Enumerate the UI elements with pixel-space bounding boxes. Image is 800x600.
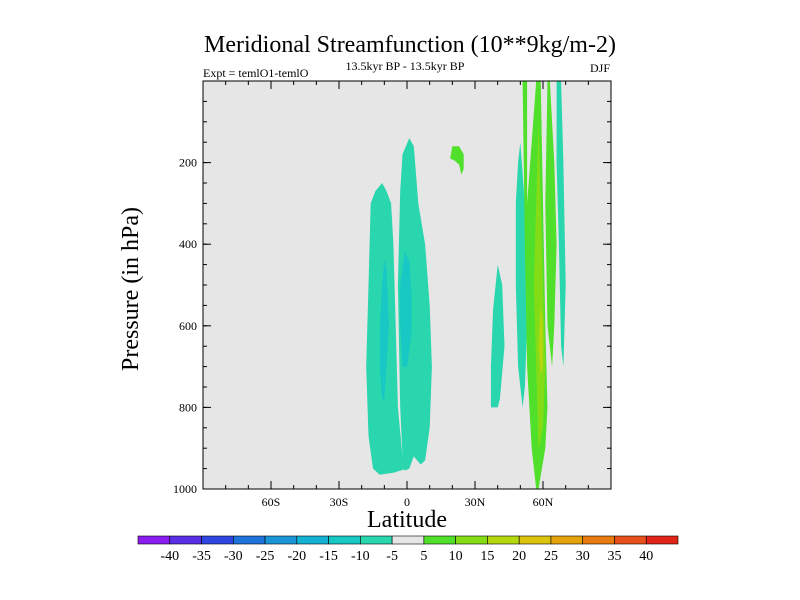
contour-region-tropical-cell-inner-west: [379, 260, 389, 400]
colorbar-label: -30: [224, 549, 243, 564]
colorbar-swatch: [232, 535, 266, 545]
colorbar-swatch: [614, 535, 647, 545]
chart-title: Meridional Streamfunction (10**9kg/m-2): [204, 32, 616, 58]
contour-region-polar-cell-green-east: [545, 81, 557, 367]
contour-region-tropical-cell-outer-east: [397, 138, 432, 471]
contour-region-polar-cell-cyan-east: [556, 81, 566, 367]
contour-region-subtropical-cell-20n: [450, 146, 464, 175]
colorbar-label: 40: [639, 549, 653, 564]
colorbar-label: 20: [512, 549, 526, 564]
contour-region-tropical-cell-inner-east: [400, 252, 412, 367]
colorbar-label: -15: [319, 549, 338, 564]
colorbar-swatch: [455, 535, 488, 545]
x-axis-label: Latitude: [367, 507, 447, 533]
x-tick-label: 30S: [330, 495, 349, 509]
colorbar-label: -10: [351, 549, 370, 564]
colorbar-swatch: [423, 535, 456, 545]
chart-subtitle-left: Expt = temlO1-temlO: [203, 66, 309, 80]
colorbar-swatch: [550, 535, 584, 545]
colorbar-label: 25: [544, 549, 558, 564]
y-tick-label: 800: [179, 400, 197, 414]
chart-subtitle-right: DJF: [590, 61, 610, 75]
contour-region-midlat-cell-40n: [490, 264, 505, 408]
colorbar-label: 30: [576, 549, 590, 564]
colorbar-label: -35: [192, 549, 211, 564]
colorbar-label: -5: [386, 549, 398, 564]
colorbar-label: 15: [480, 549, 494, 564]
x-tick-label: 0: [404, 495, 410, 509]
colorbar: -40 -35 -30 -25 -20 -15 -10 -5 5 10 15 20 25 30 35 40: [137, 535, 679, 564]
colorbar-swatch: [169, 535, 202, 545]
y-tick-label: 400: [179, 237, 197, 251]
contour-region-midlat-cell-50n: [515, 142, 528, 408]
colorbar-label: -25: [256, 549, 275, 564]
colorbar-swatch: [201, 535, 234, 545]
chart-subtitle-center: 13.5kyr BP - 13.5kyr BP: [346, 59, 465, 73]
colorbar-swatch: [264, 535, 298, 545]
colorbar-swatch: [518, 535, 552, 545]
colorbar-label: 5: [420, 549, 427, 564]
colorbar-swatch: [296, 535, 329, 545]
colorbar-swatch: [487, 535, 520, 545]
y-tick-label: 600: [179, 319, 197, 333]
colorbar-swatch: [582, 535, 615, 545]
y-tick-label: 1000: [173, 482, 197, 496]
colorbar-label: 35: [607, 549, 621, 564]
colorbar-swatch: [360, 535, 393, 545]
y-axis-label: Pressure (in hPa): [118, 207, 144, 371]
x-tick-label: 60S: [262, 495, 281, 509]
colorbar-swatch: [645, 535, 679, 545]
contour-regions: [366, 81, 566, 489]
contour-region-polar-cell-yellow: [538, 305, 543, 375]
colorbar-swatch: [328, 535, 361, 545]
colorbar-swatch: [137, 535, 171, 545]
colorbar-swatch: [391, 535, 425, 545]
x-tick-label: 60N: [533, 495, 554, 509]
x-tick-label: 30N: [465, 495, 486, 509]
colorbar-label: -40: [160, 549, 179, 564]
y-tick-label: 200: [179, 156, 197, 170]
colorbar-label: -20: [287, 549, 306, 564]
colorbar-label: 10: [449, 549, 463, 564]
axis-ticks: 60S 30S 0 30N 60N 200 400 600 800 1000: [173, 80, 612, 509]
